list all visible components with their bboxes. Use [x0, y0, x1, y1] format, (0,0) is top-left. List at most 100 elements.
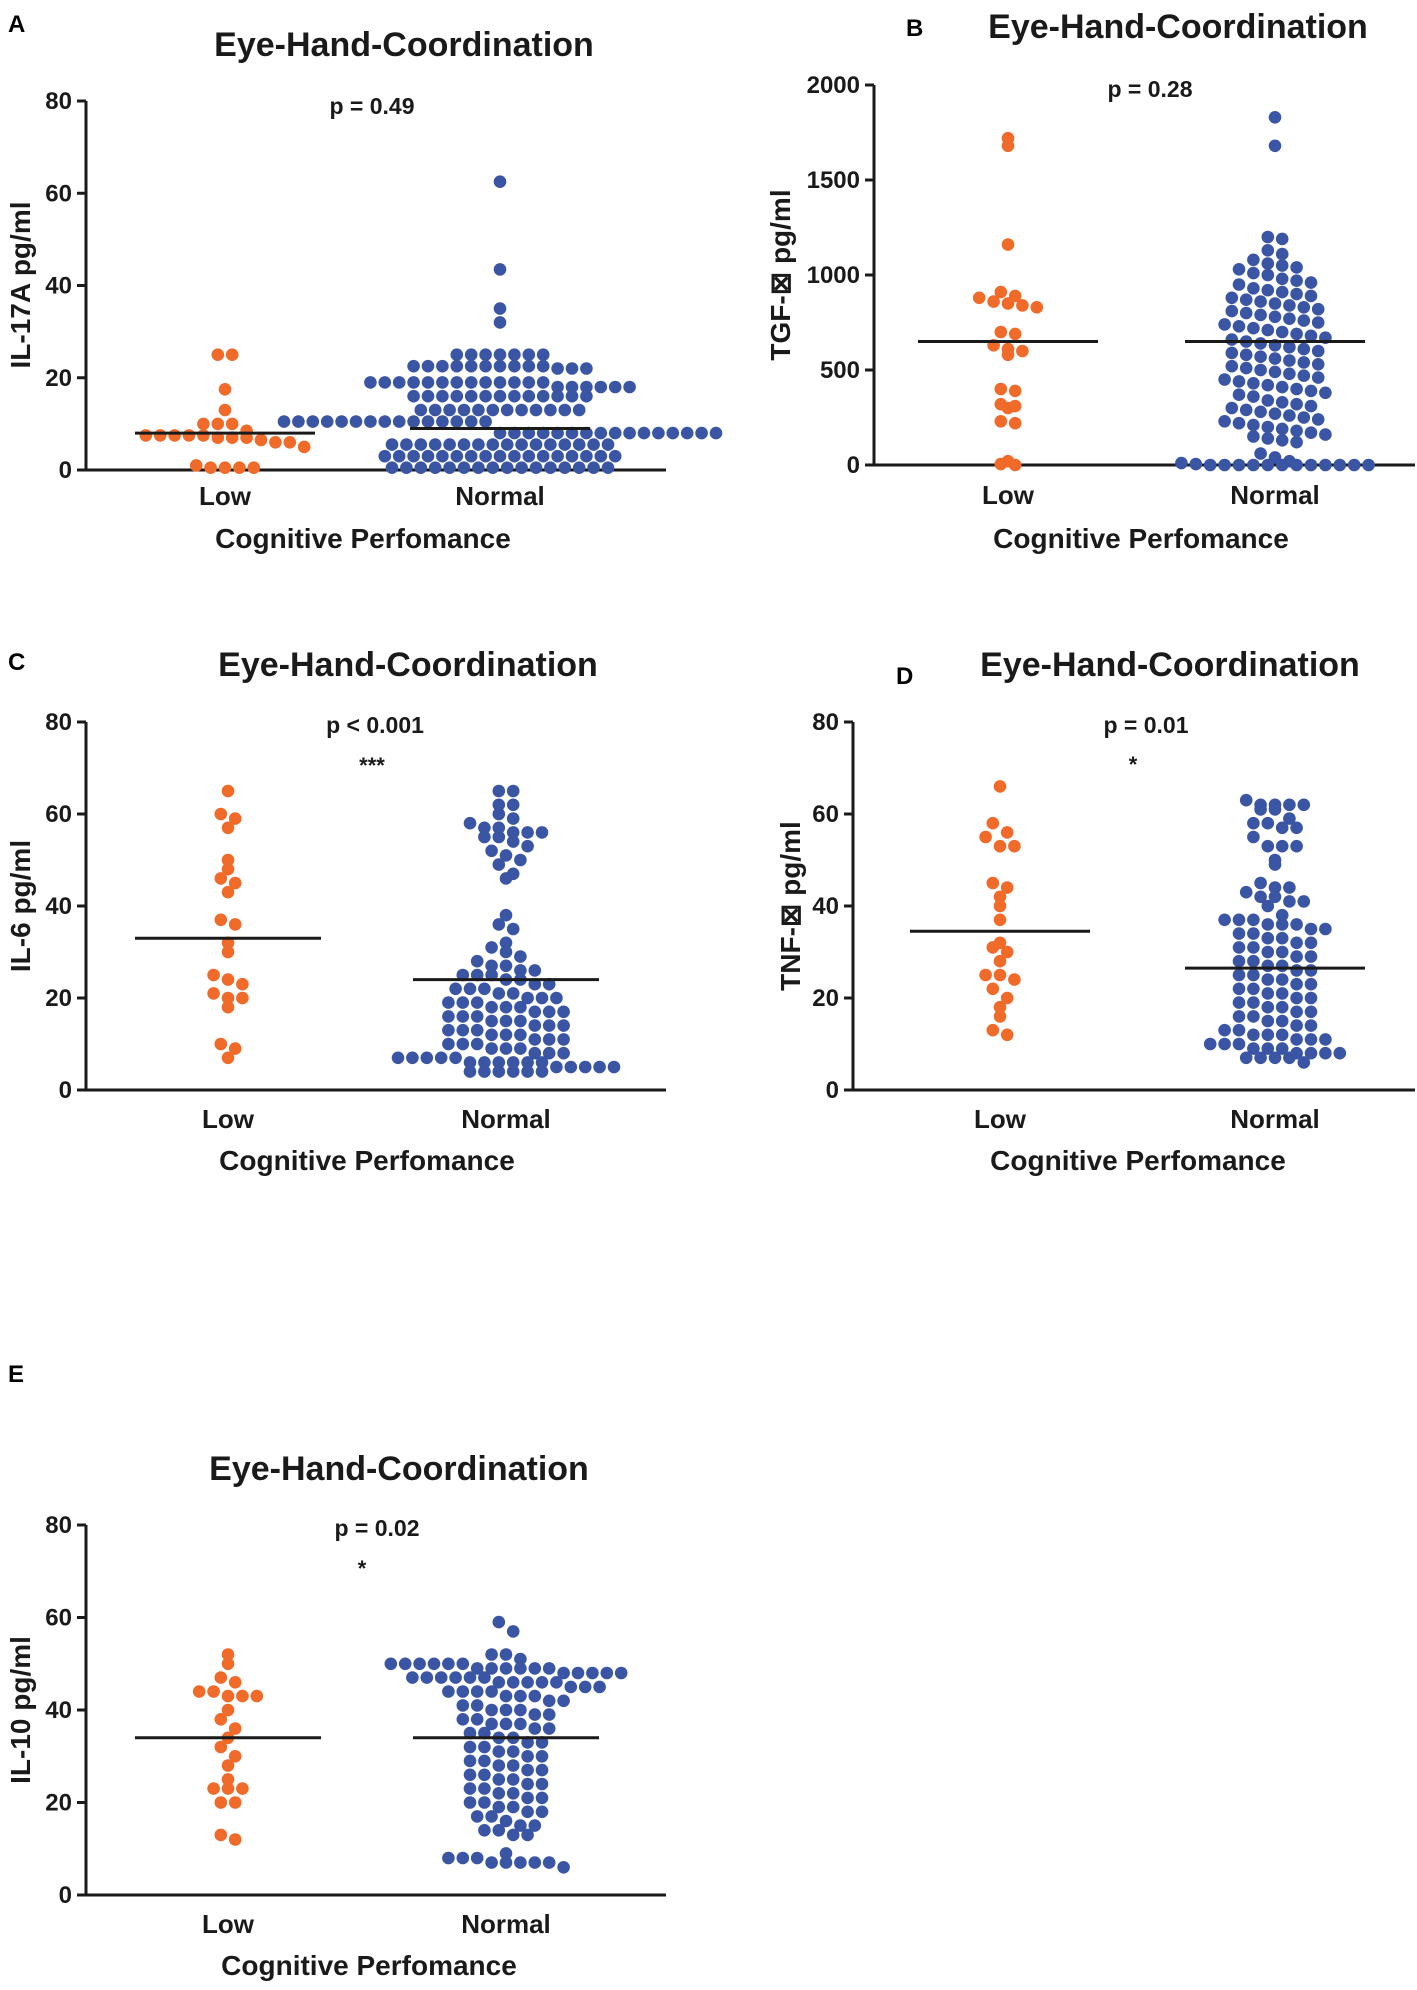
data-point — [1225, 291, 1239, 305]
data-point — [1016, 344, 1029, 358]
data-point — [478, 1671, 491, 1684]
data-point — [470, 1699, 484, 1712]
data-point — [1304, 1019, 1318, 1032]
data-point — [449, 982, 462, 996]
data-point — [1001, 297, 1015, 310]
data-point — [486, 461, 500, 475]
data-point — [463, 1056, 477, 1069]
data-point — [499, 1648, 513, 1661]
data-point — [1304, 276, 1318, 289]
data-point — [514, 1819, 527, 1832]
data-point — [1261, 918, 1275, 931]
data-point — [464, 449, 478, 463]
data-point — [551, 380, 564, 394]
data-point — [472, 461, 485, 475]
data-point — [486, 403, 500, 417]
data-point — [529, 461, 543, 475]
data-point — [456, 1713, 470, 1726]
data-point — [233, 461, 246, 475]
x-axis-title: Cognitive Perfomance — [219, 1145, 515, 1176]
data-point — [550, 1676, 563, 1689]
data-point — [427, 1657, 441, 1671]
data-point — [1016, 299, 1029, 312]
data-point — [1275, 422, 1289, 436]
data-point — [1261, 257, 1275, 270]
data-point — [695, 426, 708, 440]
data-point — [1275, 434, 1289, 447]
data-point — [1261, 987, 1275, 1000]
data-point — [228, 876, 242, 890]
data-point — [442, 1851, 455, 1865]
data-point — [1311, 316, 1325, 329]
data-point — [1261, 1000, 1275, 1014]
data-point — [580, 449, 593, 463]
data-point — [492, 1615, 506, 1629]
data-point — [1290, 397, 1303, 411]
data-point — [986, 876, 1000, 890]
data-point — [1000, 826, 1014, 839]
data-point — [1268, 139, 1282, 153]
data-point — [536, 449, 550, 463]
data-point — [1254, 308, 1267, 322]
data-point — [228, 1042, 242, 1055]
data-point — [1268, 881, 1282, 894]
panel-letter: C — [8, 649, 25, 676]
data-point — [457, 461, 471, 475]
y-tick-label: 0 — [59, 1077, 72, 1104]
data-point — [1275, 908, 1289, 922]
data-point — [493, 263, 507, 276]
data-point — [1304, 426, 1318, 440]
y-axis-title: IL-10 pg/ml — [5, 1636, 36, 1784]
data-point — [221, 1759, 235, 1772]
data-point — [442, 996, 455, 1009]
data-point — [1304, 1005, 1318, 1019]
data-point — [572, 438, 586, 451]
data-point — [398, 1657, 412, 1671]
data-point — [485, 1717, 498, 1731]
data-point — [421, 376, 435, 389]
data-point — [221, 991, 235, 1005]
data-point — [522, 449, 536, 463]
data-point — [463, 1671, 477, 1684]
data-point — [1290, 977, 1303, 991]
data-point — [1008, 327, 1022, 341]
data-point — [1290, 1019, 1303, 1032]
chart-title: Eye-Hand-Coordination — [218, 646, 598, 684]
data-point — [1000, 881, 1014, 894]
data-point — [593, 1680, 606, 1694]
data-point — [364, 376, 377, 389]
data-point — [228, 1833, 242, 1846]
data-point — [514, 1014, 527, 1028]
y-tick-label: 40 — [45, 273, 72, 300]
data-point — [493, 389, 507, 403]
data-point — [492, 798, 506, 812]
data-point — [1261, 268, 1275, 282]
data-point — [558, 403, 572, 417]
category-label-normal: Normal — [461, 1909, 551, 1939]
data-point — [1254, 337, 1267, 350]
data-point — [1239, 306, 1253, 320]
data-point — [1275, 973, 1289, 986]
data-point — [492, 1824, 506, 1837]
data-point — [1311, 371, 1325, 384]
data-point — [506, 798, 520, 812]
data-point — [521, 1065, 534, 1078]
data-point — [1290, 287, 1303, 301]
data-point — [470, 1713, 484, 1726]
data-point — [1304, 991, 1318, 1005]
data-point — [536, 389, 550, 403]
data-point — [478, 1796, 491, 1809]
data-point — [1290, 918, 1303, 931]
data-point — [1030, 301, 1044, 314]
data-point — [1261, 839, 1275, 853]
y-tick-label: 20 — [812, 985, 839, 1012]
data-point — [221, 853, 235, 867]
data-point — [542, 1856, 556, 1869]
data-point — [1261, 816, 1275, 830]
data-point — [456, 1037, 470, 1051]
data-point — [221, 1657, 235, 1671]
data-point — [499, 1856, 513, 1869]
data-point — [1254, 295, 1267, 308]
data-point — [470, 1685, 484, 1698]
data-point — [221, 1703, 235, 1717]
